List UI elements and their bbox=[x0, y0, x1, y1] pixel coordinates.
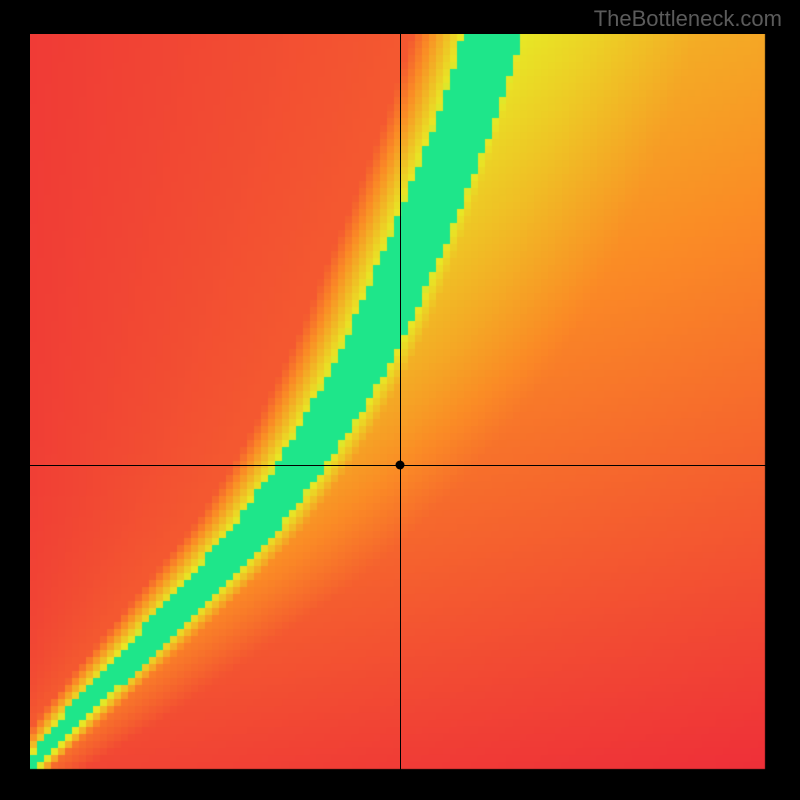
plot-area bbox=[30, 34, 770, 774]
watermark-text: TheBottleneck.com bbox=[594, 6, 782, 32]
marker-dot bbox=[396, 460, 405, 469]
crosshair-vertical bbox=[400, 34, 401, 774]
chart-container: TheBottleneck.com bbox=[0, 0, 800, 800]
